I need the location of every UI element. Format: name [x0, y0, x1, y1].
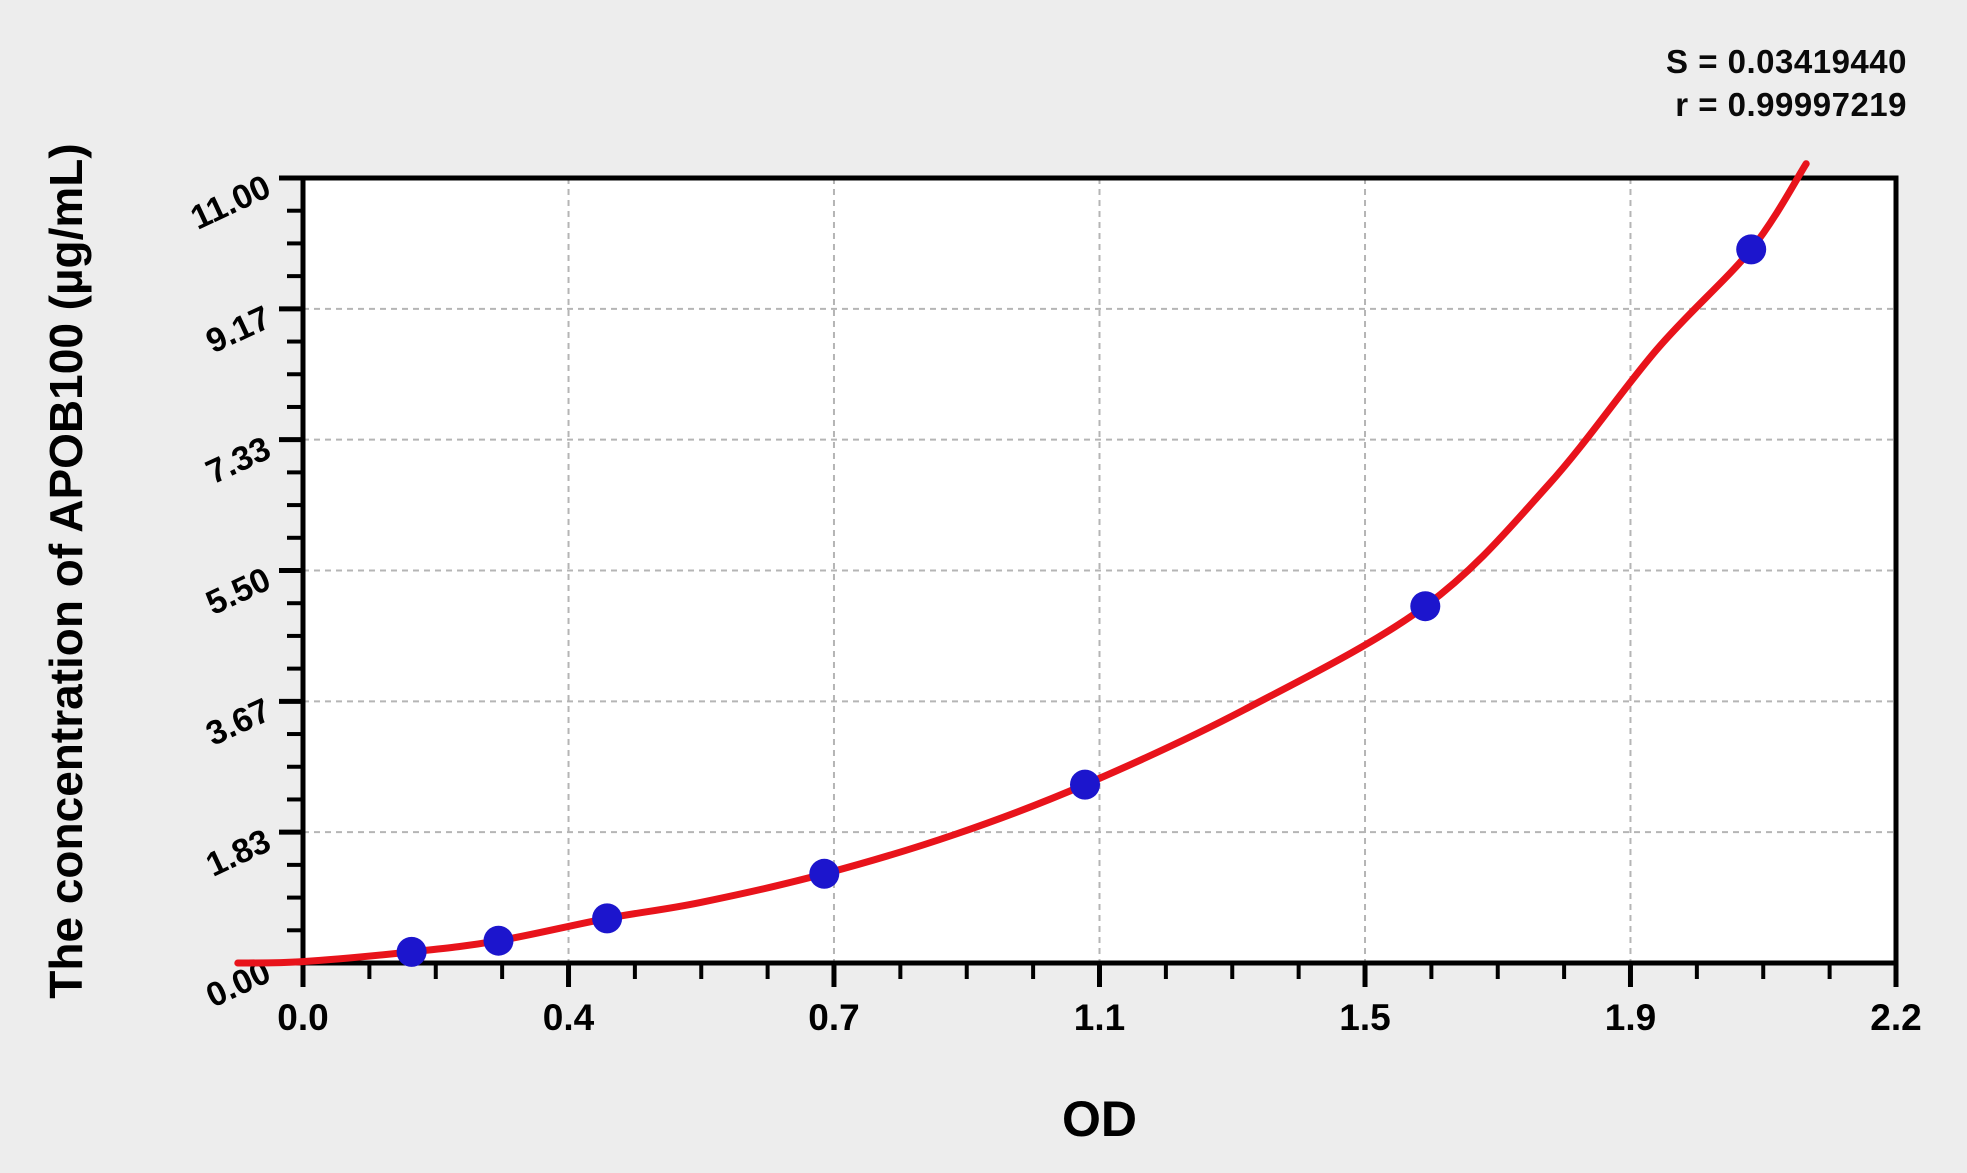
y-tick-label: 11.00	[185, 168, 276, 238]
standard-data-point	[592, 903, 623, 934]
standard-data-point	[1070, 769, 1100, 800]
standard-data-point	[1410, 591, 1441, 622]
x-tick-label: 0.0	[277, 997, 328, 1038]
x-tick-label: 1.9	[1605, 997, 1656, 1038]
stat-r-value: r = 0.99997219	[1675, 86, 1907, 123]
y-tick-label: 1.83	[200, 822, 276, 884]
standard-data-point	[1736, 234, 1767, 265]
x-tick-label: 0.7	[808, 997, 859, 1038]
x-tick-label: 2.2	[1870, 997, 1921, 1038]
x-tick-label: 1.1	[1074, 997, 1125, 1038]
x-tick-label: 0.4	[543, 997, 595, 1038]
x-axis-title: OD	[1062, 1091, 1137, 1147]
y-tick-label: 3.67	[200, 691, 276, 753]
standard-data-point	[809, 858, 840, 889]
stat-s-value: S = 0.03419440	[1666, 43, 1907, 80]
standard-data-point	[396, 936, 427, 967]
fit-curve	[234, 160, 1810, 967]
y-tick-label: 5.50	[200, 560, 276, 622]
plot-frame	[300, 175, 1899, 966]
y-tick-label: 7.33	[200, 429, 276, 491]
standard-data-point	[483, 925, 514, 956]
x-tick-label: 1.5	[1339, 997, 1390, 1038]
fit-statistics: S = 0.03419440 r = 0.99997219	[1666, 40, 1907, 126]
y-tick-label: 9.17	[200, 299, 276, 361]
